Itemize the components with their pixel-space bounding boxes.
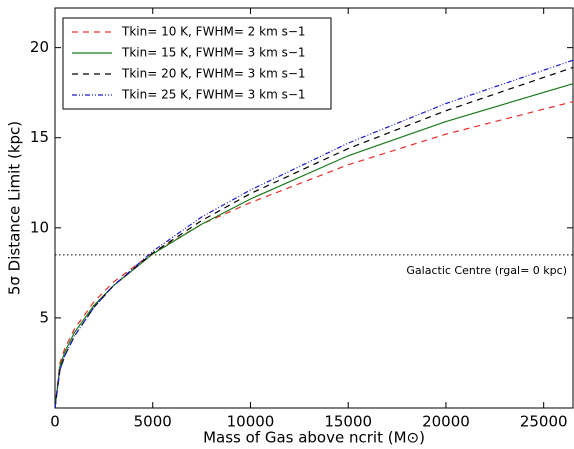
y-axis-label: 5σ Distance Limit (kpc) xyxy=(6,121,24,295)
series-line xyxy=(54,83,574,409)
plot-frame xyxy=(54,7,574,409)
y-tick-label: 15 xyxy=(30,128,49,146)
legend-label: Tkin= 20 K, FWHM= 3 km s−1 xyxy=(121,67,306,81)
x-tick-label: 20000 xyxy=(422,413,470,431)
legend-box xyxy=(62,17,332,110)
y-tick-label: 10 xyxy=(30,218,49,236)
x-axis-label: Mass of Gas above ncrit (M⊙) xyxy=(203,429,425,447)
x-tick-label: 10000 xyxy=(227,413,275,431)
x-tick-label: 0 xyxy=(50,413,60,431)
y-tick-label: 5 xyxy=(39,308,49,326)
series-line xyxy=(54,66,574,409)
x-tick-label: 15000 xyxy=(324,413,372,431)
x-tick-label: 5000 xyxy=(134,413,172,431)
legend-label: Tkin= 10 K, FWHM= 2 km s−1 xyxy=(121,25,306,39)
x-tick-label: 25000 xyxy=(520,413,568,431)
series-line xyxy=(54,59,574,409)
legend-label: Tkin= 25 K, FWHM= 3 km s−1 xyxy=(121,88,306,102)
series-line xyxy=(54,101,574,409)
y-tick-label: 20 xyxy=(30,38,49,56)
legend-label: Tkin= 15 K, FWHM= 3 km s−1 xyxy=(121,46,306,60)
annotation: Galactic Centre (rgal= 0 kpc) xyxy=(406,264,567,277)
